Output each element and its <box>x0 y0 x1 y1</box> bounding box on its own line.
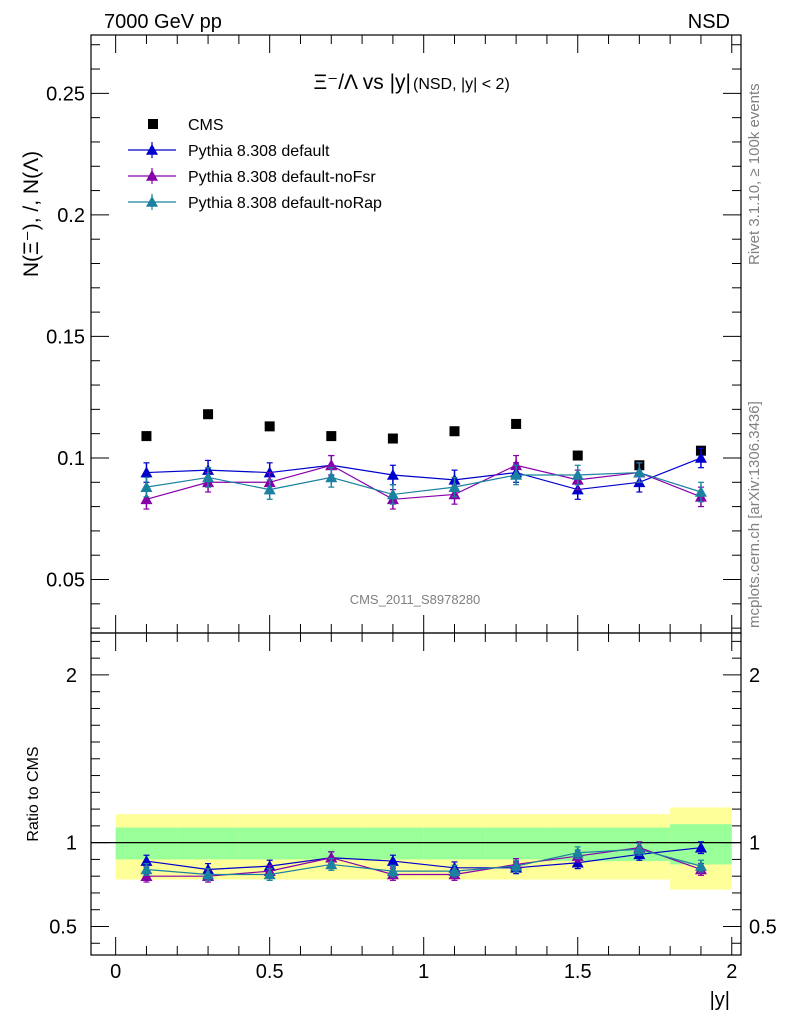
ratio-series-line <box>146 848 702 876</box>
main-mc-point <box>140 493 153 505</box>
main-y-tick-label: 0.1 <box>57 448 85 470</box>
ratio-x-tick-label: 0.5 <box>256 961 284 983</box>
main-data-point <box>203 409 214 420</box>
ratio-band-green <box>177 827 239 860</box>
main-series-line <box>146 471 702 496</box>
legend-label: CMS <box>188 117 224 134</box>
ratio-mc-point <box>325 858 338 870</box>
main-y-tick-label: 0.15 <box>46 326 85 348</box>
main-subtitle: (NSD, |y| < 2) <box>413 76 510 93</box>
main-data-point <box>141 431 152 442</box>
legend-label: Pythia 8.308 default-noFsr <box>188 169 376 186</box>
ratio-x-tick-label: 0 <box>110 961 121 983</box>
ratio-band-green <box>485 827 547 860</box>
ratio-band-green <box>238 827 301 860</box>
ratio-y-tick-label-right: 0.5 <box>749 916 777 938</box>
side-label-bottom: mcplots.cern.ch [arXiv:1306.3436] <box>746 401 763 628</box>
legend-marker <box>146 196 158 207</box>
main-series-line <box>146 457 702 491</box>
ratio-band-green <box>362 827 424 860</box>
main-plot: 0.05 0.1 0.15 0.2 0.25 N(Ξ⁻), /, N(Λ) Ξ⁻/Λ vs … <box>20 34 742 634</box>
ratio-mc-point <box>571 846 584 858</box>
main-series-line <box>146 464 702 500</box>
ratio-mc-point <box>386 855 399 866</box>
main-data-point <box>572 450 583 461</box>
main-title: Ξ⁻/Λ vs |y| <box>313 71 411 94</box>
ratio-y-axis-label: Ratio to CMS <box>25 746 42 841</box>
main-mc-point <box>633 466 646 478</box>
main-y-tick-label: 0.25 <box>46 83 85 105</box>
ratio-y-tick-label: 1 <box>66 833 77 855</box>
legend-marker <box>146 170 158 181</box>
ratio-mc-point <box>448 865 461 876</box>
main-mc-point <box>386 488 399 500</box>
main-mc-point <box>571 468 584 480</box>
main-data-point <box>449 426 460 437</box>
ratio-series-line <box>146 847 702 871</box>
ratio-band-green <box>423 827 486 860</box>
legend-label: Pythia 8.308 default <box>188 143 330 160</box>
ratio-mc-point <box>694 841 707 853</box>
header-left: 7000 GeV pp <box>104 11 222 33</box>
ratio-plot-frame <box>90 632 742 956</box>
ratio-mc-point <box>633 843 646 855</box>
main-mc-point <box>202 471 215 483</box>
ratio-mc-point <box>263 868 276 880</box>
legend-label: Pythia 8.308 default-noRap <box>188 195 382 212</box>
main-y-tick-label: 0.2 <box>57 205 85 227</box>
ratio-series-line <box>146 847 702 877</box>
main-mc-point <box>325 471 338 483</box>
main-data-point <box>326 431 337 442</box>
header-right: NSD <box>688 11 730 33</box>
ratio-x-tick-label: 2 <box>726 961 737 983</box>
main-data-point <box>387 433 398 444</box>
ratio-x-tick-label: 1.5 <box>564 961 592 983</box>
side-label-top: Rivet 3.1.10, ≥ 100k events <box>746 83 763 265</box>
ratio-y-tick-label-right: 2 <box>749 665 760 687</box>
ratio-mc-point <box>202 868 215 880</box>
main-y-tick-label: 0.05 <box>46 570 85 592</box>
ratio-mc-point <box>325 851 338 863</box>
main-data-point <box>264 421 275 432</box>
ratio-x-axis-label: |y| <box>710 989 730 1011</box>
main-mc-point <box>140 481 153 492</box>
ratio-plot: 0.5 0.5 1 1 2 2 0 0.5 1 1.5 2 Ratio to CMS <box>25 632 777 983</box>
ratio-y-tick-label: 2 <box>66 665 77 687</box>
main-mc-point <box>510 468 523 480</box>
ratio-x-tick-label: 1 <box>418 961 429 983</box>
ratio-mc-point <box>386 865 399 876</box>
legend-marker <box>146 144 158 155</box>
ratio-band-green <box>115 827 178 860</box>
main-mc-point <box>263 483 276 495</box>
watermark: CMS_2011_S8978280 <box>350 592 481 607</box>
ratio-mc-point <box>140 863 153 875</box>
main-mc-point <box>694 486 707 497</box>
legend-marker <box>148 119 158 129</box>
main-data-point <box>511 418 522 429</box>
main-mc-point <box>140 466 153 478</box>
ratio-mc-point <box>694 860 707 871</box>
main-mc-point <box>694 451 707 463</box>
main-mc-point <box>448 481 461 492</box>
ratio-y-tick-label: 0.5 <box>49 916 77 938</box>
main-y-axis-label: N(Ξ⁻), /, N(Λ) <box>20 151 43 277</box>
ratio-y-tick-label-right: 1 <box>749 833 760 855</box>
main-mc-point <box>386 468 399 480</box>
ratio-mc-point <box>510 860 523 871</box>
